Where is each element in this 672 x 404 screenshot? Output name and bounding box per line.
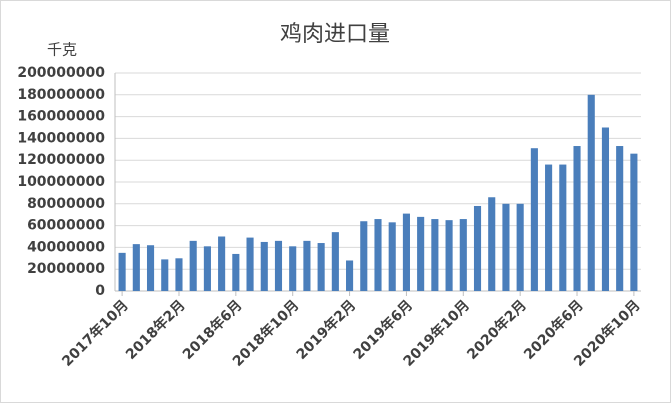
bar <box>189 240 197 291</box>
bar <box>246 237 254 291</box>
y-tick-label: 140000000 <box>17 130 105 146</box>
bar <box>175 258 183 291</box>
bar <box>630 153 638 291</box>
bar <box>274 240 283 291</box>
bar <box>473 205 482 291</box>
y-tick-label: 180000000 <box>17 87 105 103</box>
bar <box>360 221 368 291</box>
bar <box>132 244 140 291</box>
bar <box>488 197 496 291</box>
bar <box>445 220 453 291</box>
bar <box>459 219 467 291</box>
bar <box>587 94 595 291</box>
bar <box>502 203 510 291</box>
y-tick-label: 160000000 <box>17 109 105 125</box>
bar <box>161 259 169 291</box>
y-tick-label: 60000000 <box>27 218 105 234</box>
bar <box>146 245 155 291</box>
bar <box>218 236 226 291</box>
y-tick-label: 100000000 <box>17 174 105 190</box>
bar <box>516 203 524 291</box>
chart-title: 鸡肉进口量 <box>280 22 390 47</box>
bar <box>232 253 240 291</box>
bar <box>616 146 624 291</box>
bar <box>573 146 581 291</box>
y-tick-label: 40000000 <box>27 239 105 255</box>
bar <box>303 240 311 291</box>
y-tick-label: 200000000 <box>17 65 105 81</box>
bar <box>260 241 268 291</box>
y-tick-label: 120000000 <box>17 152 105 168</box>
bar <box>431 219 439 291</box>
bar <box>402 213 410 291</box>
bar <box>545 164 553 291</box>
bar <box>346 260 354 291</box>
bar <box>601 127 610 291</box>
y-tick-label: 0 <box>95 283 105 299</box>
bar <box>559 164 567 291</box>
bar <box>417 216 425 291</box>
bar <box>289 246 297 291</box>
y-tick-label: 20000000 <box>27 261 105 277</box>
bar <box>374 219 382 291</box>
bar <box>118 252 126 291</box>
bar <box>317 243 325 291</box>
y-tick-label: 80000000 <box>27 196 105 212</box>
bar <box>530 148 538 291</box>
bar <box>331 232 339 291</box>
y-axis-label: 千克 <box>47 41 77 59</box>
bar <box>203 246 211 291</box>
bar <box>388 222 396 291</box>
